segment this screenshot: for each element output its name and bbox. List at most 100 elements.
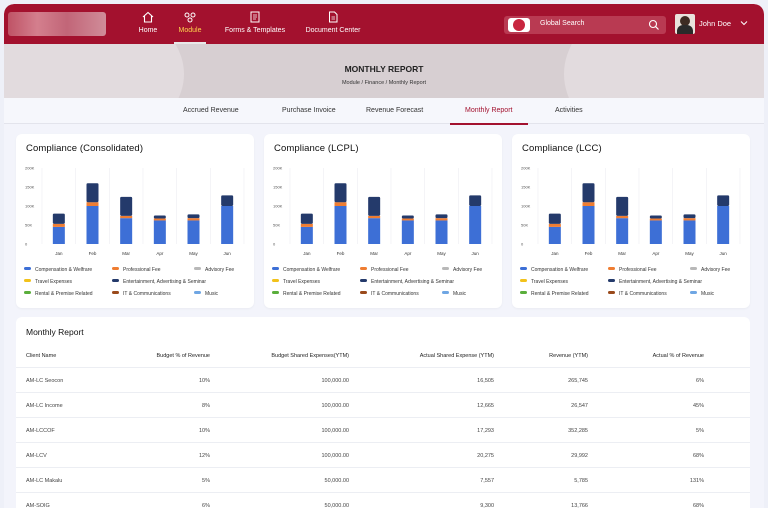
- legend-item[interactable]: IT & Communications: [608, 291, 667, 297]
- legend-item[interactable]: Music: [194, 291, 218, 297]
- search-scope-badge[interactable]: [508, 18, 530, 32]
- legend-item[interactable]: Compensation & Welfrare: [520, 267, 588, 273]
- company-logo[interactable]: [8, 12, 106, 36]
- bar-segment[interactable]: [435, 218, 448, 221]
- table-row[interactable]: AM-LCCOF 10% 100,000.00 17,293 352,285 5%: [16, 417, 750, 442]
- legend-item[interactable]: IT & Communications: [360, 291, 419, 297]
- bar-segment[interactable]: [153, 215, 166, 219]
- bar-segment[interactable]: [368, 215, 381, 219]
- legend-item[interactable]: Rental & Premise Related: [520, 291, 589, 297]
- bar-segment[interactable]: [52, 213, 65, 224]
- bar-segment[interactable]: [86, 202, 99, 206]
- column-header[interactable]: Client Name: [26, 353, 57, 359]
- user-name[interactable]: John Doe: [699, 19, 732, 28]
- legend-item[interactable]: Advisory Fee: [690, 267, 730, 273]
- bar-segment[interactable]: [120, 218, 133, 244]
- bar-segment[interactable]: [582, 183, 595, 203]
- bar-segment[interactable]: [368, 218, 381, 244]
- legend-item[interactable]: Compensation & Welfrare: [272, 267, 340, 273]
- user-avatar[interactable]: [675, 14, 695, 34]
- bar-segment[interactable]: [649, 215, 662, 219]
- bar-segment[interactable]: [548, 213, 561, 224]
- table-row[interactable]: AM-LC Seocon 10% 100,000.00 16,505 265,745 6%: [16, 367, 750, 392]
- bar-segment[interactable]: [548, 226, 561, 244]
- legend-item[interactable]: Travel Expenses: [520, 279, 568, 285]
- bar-segment[interactable]: [120, 215, 133, 219]
- bar-segment[interactable]: [616, 218, 629, 244]
- legend-item[interactable]: Professional Fee: [112, 267, 161, 273]
- bar-segment[interactable]: [401, 218, 414, 221]
- bar-segment[interactable]: [616, 196, 629, 216]
- bar-segment[interactable]: [368, 196, 381, 216]
- column-header[interactable]: Revenue (YTM): [549, 353, 588, 359]
- bar-segment[interactable]: [649, 220, 662, 244]
- bar-segment[interactable]: [187, 214, 200, 219]
- bar-segment[interactable]: [401, 220, 414, 244]
- bar-segment[interactable]: [469, 195, 482, 206]
- bar-segment[interactable]: [683, 220, 696, 244]
- bar-segment[interactable]: [649, 218, 662, 221]
- legend-item[interactable]: Rental & Premise Related: [272, 291, 341, 297]
- bar-segment[interactable]: [334, 202, 347, 206]
- bar-segment[interactable]: [334, 206, 347, 244]
- bar-segment[interactable]: [469, 206, 482, 244]
- column-header[interactable]: Budget Shared Expenses(YTM): [271, 353, 349, 359]
- bar-segment[interactable]: [300, 223, 313, 227]
- legend-item[interactable]: Professional Fee: [360, 267, 409, 273]
- legend-item[interactable]: Entertainment, Advertising & Seminar: [608, 279, 702, 285]
- bar-segment[interactable]: [548, 223, 561, 227]
- legend-item[interactable]: Compensation & Welfrare: [24, 267, 92, 273]
- bar-segment[interactable]: [86, 206, 99, 244]
- legend-item[interactable]: Rental & Premise Related: [24, 291, 93, 297]
- bar-segment[interactable]: [221, 206, 234, 244]
- bar-segment[interactable]: [187, 220, 200, 244]
- legend-item[interactable]: Music: [442, 291, 466, 297]
- chevron-down-icon[interactable]: [740, 19, 748, 27]
- legend-item[interactable]: Travel Expenses: [272, 279, 320, 285]
- bar-segment[interactable]: [616, 215, 629, 219]
- nav-forms-templates[interactable]: Forms & Templates: [222, 10, 288, 44]
- tab-revenue-forecast[interactable]: Revenue Forecast: [366, 107, 424, 114]
- legend-item[interactable]: Music: [690, 291, 714, 297]
- nav-document-center[interactable]: Document Center: [302, 10, 364, 44]
- bar-segment[interactable]: [221, 195, 234, 206]
- legend-item[interactable]: IT & Communications: [112, 291, 171, 297]
- bar-segment[interactable]: [717, 206, 730, 244]
- bar-segment[interactable]: [86, 183, 99, 203]
- legend-item[interactable]: Travel Expenses: [24, 279, 72, 285]
- bar-segment[interactable]: [435, 220, 448, 244]
- table-row[interactable]: AM-SOIG 6% 50,000.00 9,300 13,766 68%: [16, 492, 750, 508]
- column-header[interactable]: Actual Shared Expense (YTM): [419, 353, 494, 359]
- column-header[interactable]: Budget % of Revenue: [156, 353, 210, 359]
- column-header[interactable]: Actual % of Revenue: [652, 353, 704, 359]
- bar-segment[interactable]: [52, 226, 65, 244]
- bar-segment[interactable]: [120, 196, 133, 216]
- bar-segment[interactable]: [582, 206, 595, 244]
- legend-item[interactable]: Professional Fee: [608, 267, 657, 273]
- bar-segment[interactable]: [683, 214, 696, 219]
- tab-purchase-invoice[interactable]: Purchase Invoice: [282, 107, 336, 114]
- global-search[interactable]: Global Search: [504, 16, 666, 34]
- legend-item[interactable]: Advisory Fee: [194, 267, 234, 273]
- table-row[interactable]: AM-LC Makalu 5% 50,000.00 7,557 5,785 131%: [16, 467, 750, 492]
- legend-item[interactable]: Entertainment, Advertising & Seminar: [112, 279, 206, 285]
- bar-segment[interactable]: [187, 218, 200, 221]
- bar-segment[interactable]: [300, 213, 313, 224]
- bar-segment[interactable]: [435, 214, 448, 219]
- bar-segment[interactable]: [717, 195, 730, 206]
- tab-monthly-report[interactable]: Monthly Report: [465, 107, 513, 114]
- tab-accrued-revenue[interactable]: Accrued Revenue: [183, 107, 239, 114]
- bar-segment[interactable]: [582, 202, 595, 206]
- bar-segment[interactable]: [153, 220, 166, 244]
- legend-item[interactable]: Entertainment, Advertising & Seminar: [360, 279, 454, 285]
- bar-segment[interactable]: [52, 223, 65, 227]
- nav-module[interactable]: Module: [174, 10, 206, 44]
- tab-activities[interactable]: Activities: [555, 107, 583, 114]
- bar-segment[interactable]: [153, 218, 166, 221]
- bar-segment[interactable]: [401, 215, 414, 219]
- bar-segment[interactable]: [683, 218, 696, 221]
- bar-segment[interactable]: [334, 183, 347, 203]
- table-row[interactable]: AM-LCV 12% 100,000.00 20,275 29,992 68%: [16, 442, 750, 467]
- bar-segment[interactable]: [300, 226, 313, 244]
- legend-item[interactable]: Advisory Fee: [442, 267, 482, 273]
